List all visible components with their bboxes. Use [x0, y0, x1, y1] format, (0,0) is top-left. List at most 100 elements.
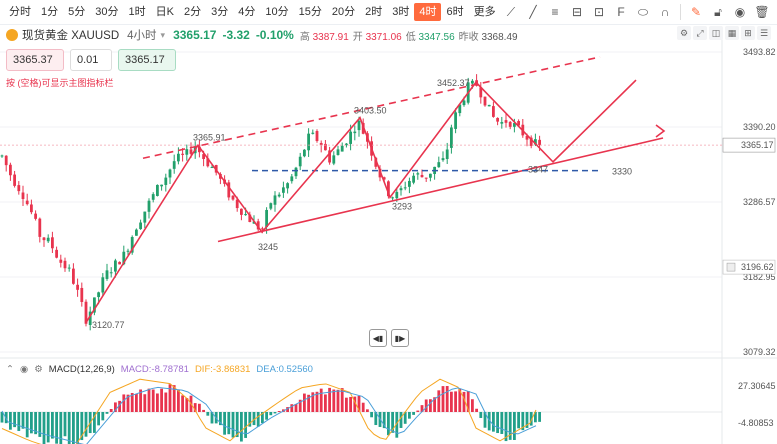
timeframe-3[interactable]: 30分	[95, 6, 119, 18]
text-format-icon[interactable]: ≡	[551, 5, 559, 19]
quote-prev-close: 昨收 3368.49	[458, 31, 518, 43]
indicator-settings-icon[interactable]: ⚙	[34, 364, 43, 375]
candle-body-89	[374, 157, 378, 167]
shapes-icon[interactable]: ⬭	[637, 4, 649, 19]
period-selector[interactable]: 4小时	[127, 30, 157, 42]
candle-body-19	[80, 287, 84, 302]
timeframe-8[interactable]: 4分	[238, 6, 256, 18]
indicator-hint: 按 (空格)可显示主图指标栏	[6, 78, 114, 88]
quantity-input[interactable]: 0.01	[70, 49, 112, 71]
candle-body-69	[290, 176, 294, 182]
timeframe-4[interactable]: 1时	[128, 6, 146, 18]
chevron-down-icon[interactable]: ▾	[160, 29, 166, 40]
price-axis-label-0: 3493.82	[743, 47, 776, 57]
candle-body-5	[21, 192, 25, 200]
candle-body-97	[408, 180, 411, 187]
candle-body-99	[416, 173, 420, 175]
magnet-icon[interactable]: ∩	[660, 5, 670, 19]
trash-icon[interactable]: 🗑︎	[754, 5, 770, 19]
candle-body-35	[147, 200, 151, 212]
scroll-left-button[interactable]: ◀▮	[369, 329, 387, 347]
dea-line	[1, 386, 537, 444]
annotation-7: 3330	[612, 167, 632, 177]
candle-body-98	[412, 175, 415, 183]
chart-side-tools: ⚙ ⤢ ◫ ▦ ⊞ ☰	[677, 26, 771, 40]
layers-icon[interactable]: ☰	[757, 26, 771, 40]
macd-bar-11	[46, 412, 50, 443]
candle-body-4	[17, 185, 21, 192]
candle-body-31	[130, 237, 134, 253]
eye-icon[interactable]: ◉	[734, 5, 746, 19]
fib-icon[interactable]: F	[617, 5, 625, 19]
indicator-eye-icon[interactable]: ◉	[19, 364, 29, 375]
timeframe-9[interactable]: 10分	[265, 6, 289, 18]
last-price: 3365.17	[173, 28, 217, 42]
edit-icon[interactable]: ✎	[690, 5, 702, 19]
fullscreen-icon[interactable]: ⤢	[693, 26, 707, 40]
macd-bar-63	[265, 412, 268, 420]
annotation-1: 3403.50	[354, 105, 387, 115]
candle-body-116	[487, 104, 491, 107]
buy-price-button[interactable]: 3365.17	[118, 49, 176, 71]
candle-body-66	[277, 194, 281, 197]
timeframe-5[interactable]: 日K	[155, 6, 174, 18]
symbol-name[interactable]: 现货黄金 XAUUSD	[22, 30, 120, 42]
macd-bar-13	[55, 412, 58, 444]
timeframe-2[interactable]: 5分	[68, 6, 86, 18]
candle-body-45	[189, 149, 193, 154]
macd-bar-82	[345, 397, 348, 412]
timeframe-6[interactable]: 2分	[183, 6, 202, 18]
candle-body-41	[172, 161, 176, 169]
draw-line-icon[interactable]: ╱	[529, 5, 537, 19]
candle-body-18	[76, 284, 79, 290]
timeframe-1[interactable]: 1分	[41, 6, 59, 18]
timeframe-13[interactable]: 3时	[392, 6, 410, 18]
gold-icon	[6, 29, 18, 41]
candle-body-26	[109, 272, 113, 274]
candle-body-123	[517, 121, 520, 126]
timeframe-12[interactable]: 2时	[365, 6, 383, 18]
candle-body-55	[231, 195, 235, 200]
macd-bar-25	[105, 412, 109, 414]
settings-icon[interactable]: ⚙	[677, 26, 691, 40]
timeframe-11[interactable]: 20分	[331, 6, 356, 18]
candle-body-95	[399, 188, 403, 191]
timeframe-0[interactable]: 分时	[9, 6, 31, 18]
candle-body-6	[25, 200, 29, 205]
macd-bar-69	[290, 404, 294, 412]
sell-price-button[interactable]: 3365.37	[6, 49, 64, 71]
macd-bar-4	[17, 412, 21, 431]
macd-bar-12	[51, 412, 54, 439]
candle-body-85	[357, 120, 361, 131]
candle-body-118	[496, 117, 499, 122]
timeframe-10[interactable]: 15分	[298, 6, 322, 18]
candle-body-65	[273, 195, 277, 205]
scroll-right-button[interactable]: ▮▶	[391, 329, 409, 347]
trendline-icon[interactable]: ⟋	[506, 4, 516, 19]
macd-bar-6	[25, 412, 29, 438]
chevron-up-icon[interactable]: ⌃	[6, 364, 14, 375]
timeframe-16[interactable]: 更多	[473, 6, 496, 18]
macd-bar-107	[450, 391, 453, 412]
tape-icon[interactable]: ⊡	[593, 5, 605, 19]
timeframe-7[interactable]: 3分	[211, 6, 229, 18]
candle-body-2	[9, 164, 12, 176]
level-tag-marker	[726, 262, 736, 272]
macd-bar-60	[252, 412, 256, 426]
macd-bar-2	[9, 412, 12, 430]
camera-icon[interactable]: ◫	[709, 26, 723, 40]
lock-icon[interactable]: 🔓︎	[714, 4, 722, 19]
macd-bar-99	[416, 410, 420, 412]
candle-body-29	[122, 251, 126, 265]
macd-bar-49	[206, 412, 210, 416]
ruler-icon[interactable]: ⊟	[571, 5, 583, 19]
grid-icon[interactable]: ▦	[725, 26, 739, 40]
quote-open: 开 3371.06	[352, 31, 402, 43]
candle-body-3	[13, 174, 16, 186]
candle-body-94	[395, 191, 399, 199]
timeframe-15[interactable]: 6时	[446, 6, 464, 18]
annotation-5: 3347	[528, 164, 548, 174]
timeframe-14[interactable]: 4时	[414, 3, 442, 21]
expand-icon[interactable]: ⊞	[741, 26, 755, 40]
